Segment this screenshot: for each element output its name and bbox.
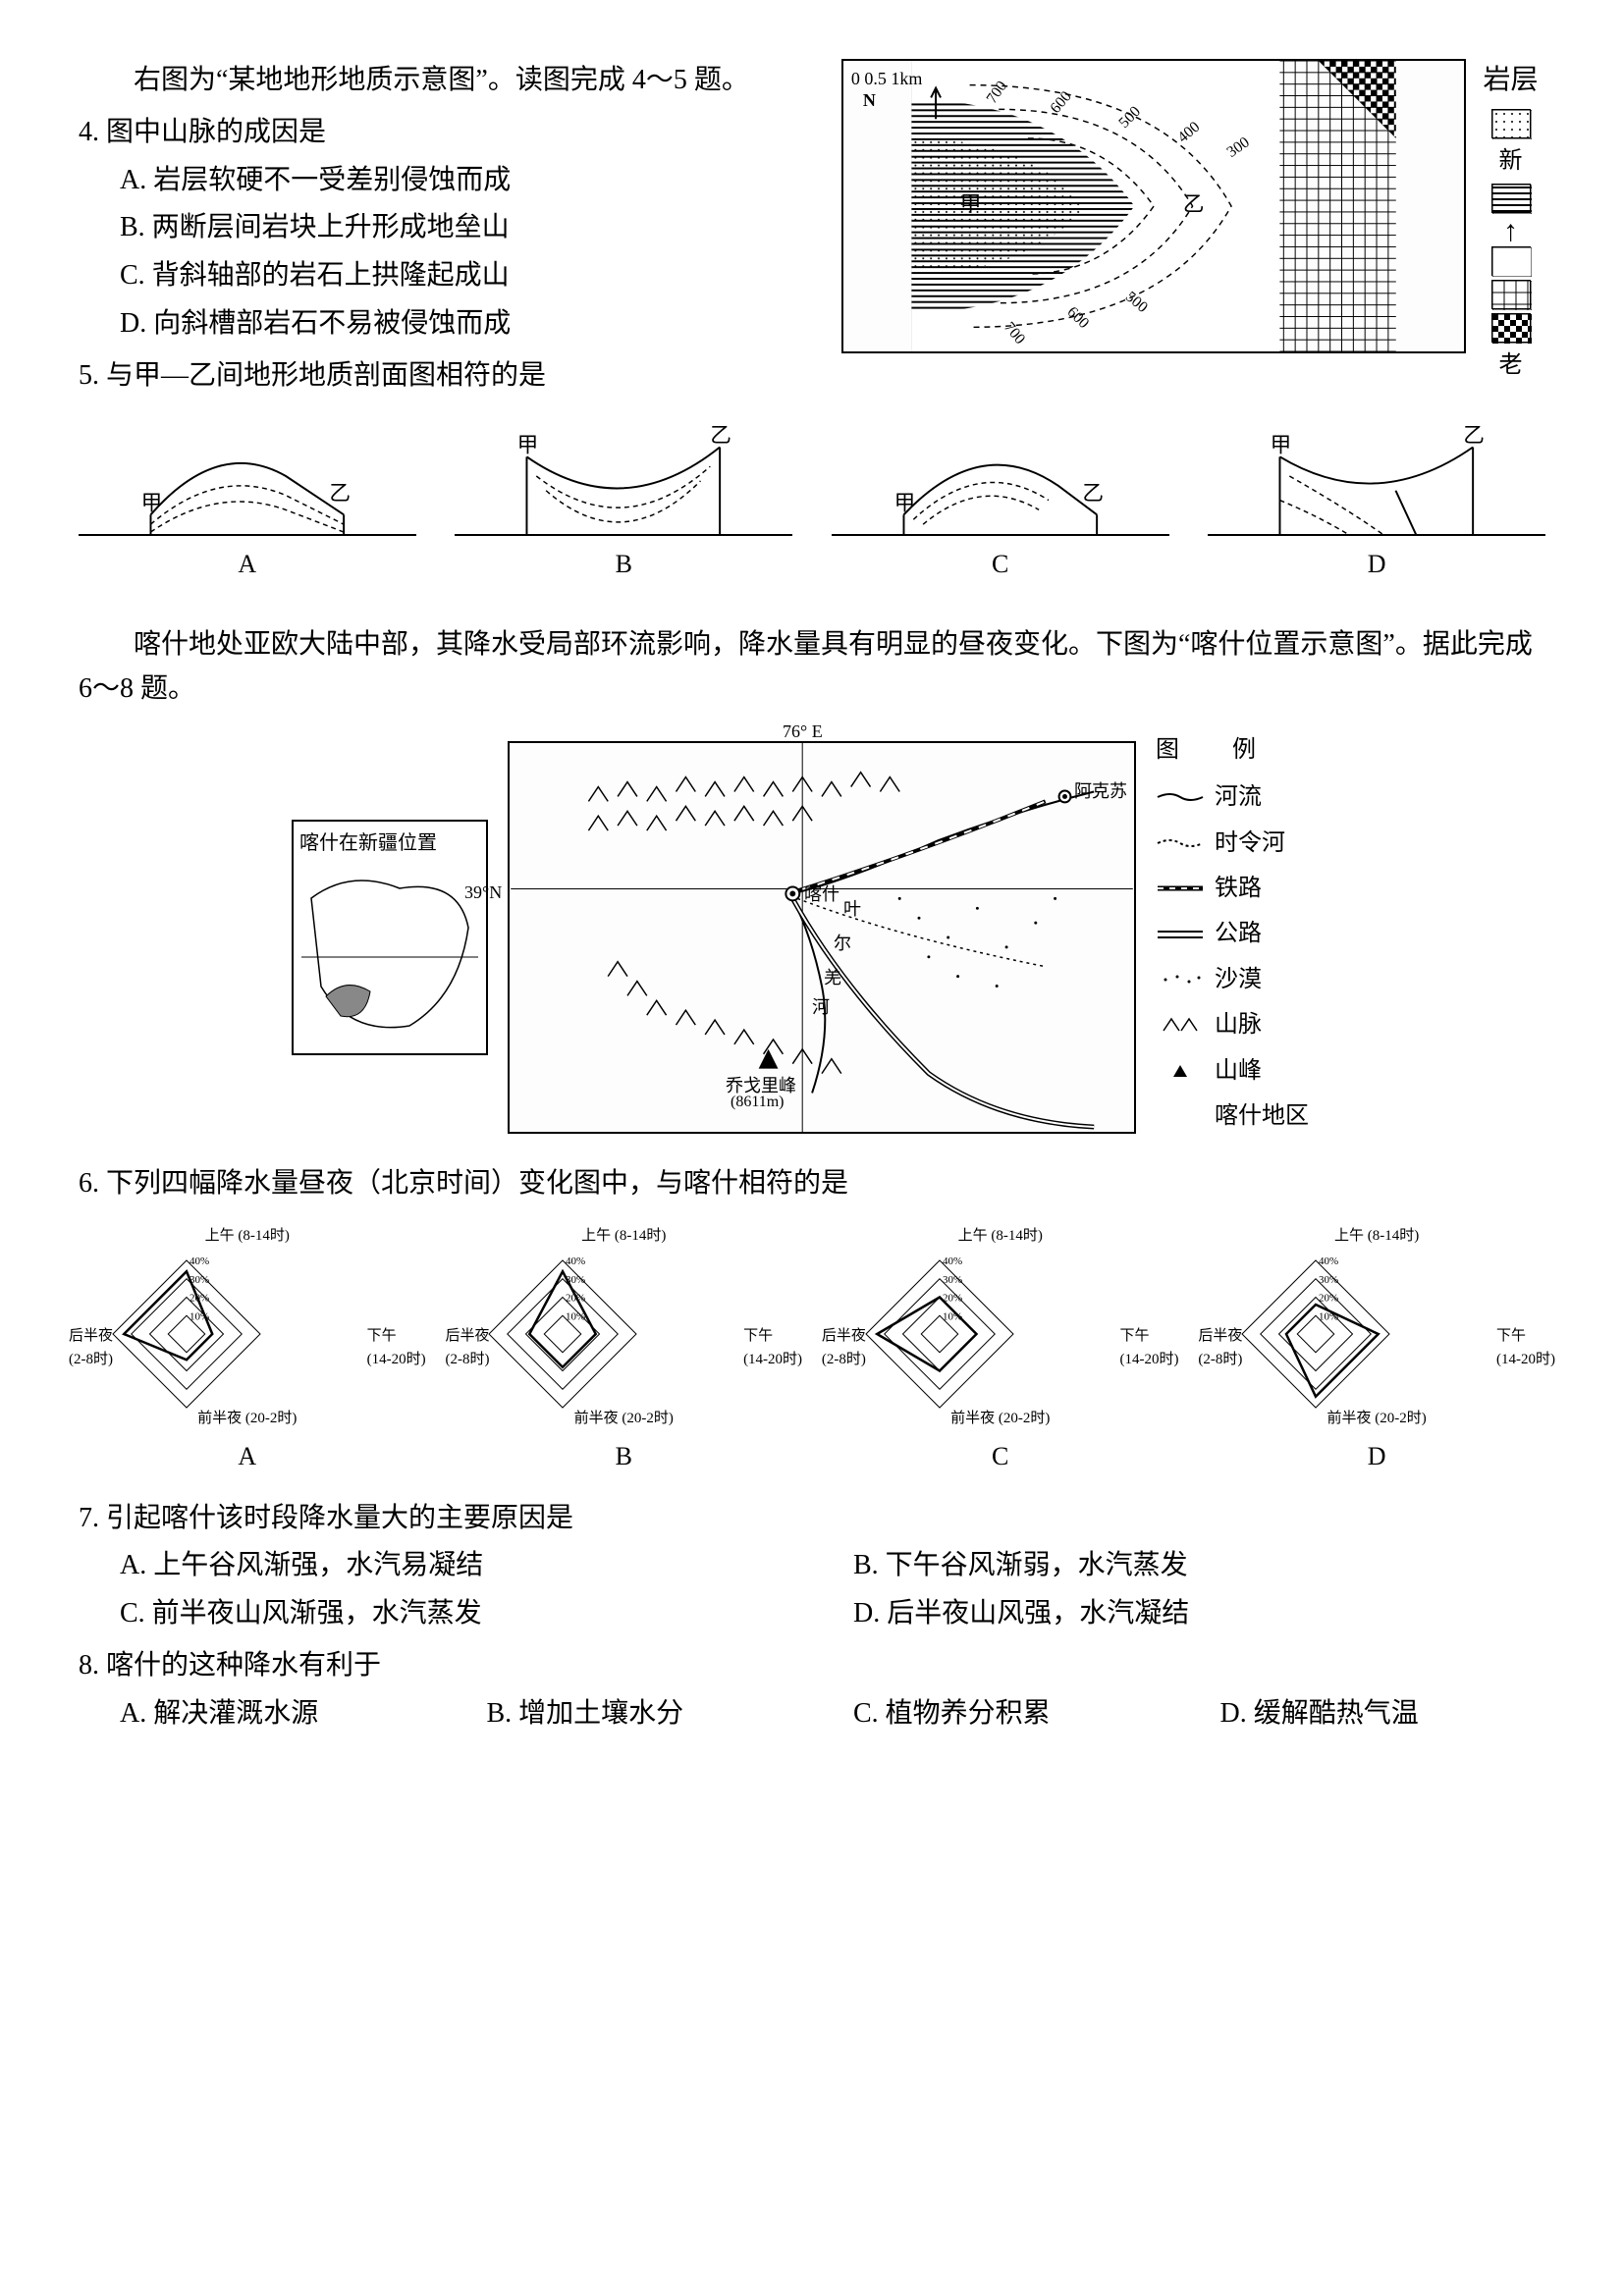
inset-map: 喀什在新疆位置: [292, 820, 488, 1055]
q7-option-d: D. 后半夜山风强，水汽凝结: [812, 1592, 1545, 1636]
q4-option-c: C. 背斜轴部的岩石上拱隆起成山: [79, 254, 832, 298]
radar-label-d: D: [1208, 1436, 1545, 1477]
section1-intro: 右图为“某地地形地质示意图”。读图完成 4～5 题。: [79, 59, 832, 103]
kashi-label: 喀什: [804, 881, 839, 909]
radar-c: 40%30%20%10%上午 (8-14时)下午(14-20时)前半夜 (20-…: [832, 1216, 1169, 1477]
section1-left: 右图为“某地地形地质示意图”。读图完成 4～5 题。 4. 图中山脉的成因是 A…: [79, 59, 841, 399]
radar-a: 40%30%20%10%上午 (8-14时)下午(14-20时)前半夜 (20-…: [79, 1216, 416, 1477]
q8-stem: 8. 喀什的这种降水有利于: [79, 1644, 1545, 1688]
q8-option-a: A. 解决灌溉水源: [79, 1692, 446, 1736]
q8-option-b: B. 增加土壤水分: [446, 1692, 813, 1736]
svg-text:40%: 40%: [943, 1255, 962, 1267]
legend-rail: 铁路: [1215, 870, 1262, 907]
q7-option-a: A. 上午谷风渐强，水汽易凝结: [79, 1544, 812, 1588]
q8-options: A. 解决灌溉水源 B. 增加土壤水分 C. 植物养分积累 D. 缓解酷热气温: [79, 1688, 1545, 1736]
svg-text:乙: 乙: [1183, 192, 1205, 216]
svg-text:40%: 40%: [189, 1255, 209, 1267]
legend-swatch-4: [1491, 280, 1531, 309]
svg-text:40%: 40%: [1319, 1255, 1338, 1267]
kashi-legend-title: 图 例: [1156, 731, 1332, 769]
svg-text:甲: 甲: [517, 433, 539, 456]
strata-legend: 岩层 新 ↑ 老: [1476, 59, 1545, 389]
radar-b: 40%30%20%10%上午 (8-14时)下午(14-20时)前半夜 (20-…: [455, 1216, 792, 1477]
q4-option-a: A. 岩层软硬不一受差别侵蚀而成: [79, 159, 832, 203]
cs-label-c: C: [832, 544, 1169, 585]
geology-map: 0 0.5 1km N 700: [841, 59, 1466, 353]
geology-svg: 700 600 500 400 300 700 600 500 甲 乙: [843, 61, 1464, 351]
q4-option-b: B. 两断层间岩块上升形成地垒山: [79, 206, 832, 250]
svg-text:乙: 乙: [711, 423, 732, 447]
legend-region: 喀什地区: [1215, 1097, 1309, 1135]
svg-text:40%: 40%: [566, 1255, 585, 1267]
svg-text:30%: 30%: [1319, 1274, 1338, 1286]
legend-river: 河流: [1215, 778, 1262, 816]
legend-swatch-1: [1491, 109, 1531, 138]
svg-text:30%: 30%: [943, 1274, 962, 1286]
cs-label-d: D: [1208, 544, 1545, 585]
q7-option-c: C. 前半夜山风渐强，水汽蒸发: [79, 1592, 812, 1636]
q5-stem: 5. 与甲—乙间地形地质剖面图相符的是: [79, 354, 832, 399]
cross-section-a: 甲 乙 A: [79, 418, 416, 585]
legend-peak: 山峰: [1215, 1052, 1262, 1090]
svg-text:甲: 甲: [141, 491, 163, 514]
radar-label-c: C: [832, 1436, 1169, 1477]
radar-row: 40%30%20%10%上午 (8-14时)下午(14-20时)前半夜 (20-…: [79, 1216, 1545, 1477]
section1-container: 右图为“某地地形地质示意图”。读图完成 4～5 题。 4. 图中山脉的成因是 A…: [79, 59, 1545, 399]
q4-stem: 4. 图中山脉的成因是: [79, 111, 832, 155]
q7-stem: 7. 引起喀什该时段降水量大的主要原因是: [79, 1497, 1545, 1541]
aksu-label: 阿克苏: [1074, 777, 1127, 806]
svg-text:甲: 甲: [894, 491, 916, 514]
legend-swatch-3: [1491, 246, 1531, 276]
svg-text:10%: 10%: [566, 1310, 585, 1322]
q8-option-d: D. 缓解酷热气温: [1179, 1692, 1546, 1736]
qiang-label: 羌: [824, 964, 841, 992]
inset-title: 喀什在新疆位置: [299, 832, 437, 854]
cs-label-a: A: [79, 544, 416, 585]
cross-sections-row: 甲 乙 A 甲 乙 B: [79, 418, 1545, 585]
svg-text:乙: 乙: [329, 481, 351, 505]
svg-text:乙: 乙: [1464, 423, 1486, 447]
north-arrow-label: N: [863, 86, 876, 115]
cross-section-b: 甲 乙 B: [455, 418, 792, 585]
legend-road: 公路: [1215, 915, 1262, 952]
kashi-main-map: 喀什 阿克苏 叶 尔 羌 河 乔戈里峰 (8611m): [508, 741, 1136, 1134]
svg-text:甲: 甲: [1271, 433, 1292, 456]
legend-seasonal: 时令河: [1215, 825, 1285, 862]
svg-text:20%: 20%: [1319, 1293, 1338, 1305]
peak-alt: (8611m): [731, 1090, 785, 1115]
section2-intro: 喀什地处亚欧大陆中部，其降水受局部环流影响，降水量具有明显的昼夜变化。下图为“喀…: [79, 623, 1545, 712]
kashi-legend: 图 例 河流 时令河 铁路 公路 沙漠 山脉 山峰 喀什地区: [1156, 731, 1332, 1144]
q7-options: A. 上午谷风渐强，水汽易凝结 B. 下午谷风渐弱，水汽蒸发 C. 前半夜山风渐…: [79, 1540, 1545, 1636]
cs-label-b: B: [455, 544, 792, 585]
ye-label: 叶: [843, 895, 861, 924]
strata-legend-title: 岩层: [1476, 59, 1545, 103]
q7-option-b: B. 下午谷风渐弱，水汽蒸发: [812, 1544, 1545, 1588]
latitude-label: 39°N: [464, 879, 502, 907]
radar-d: 40%30%20%10%上午 (8-14时)下午(14-20时)前半夜 (20-…: [1208, 1216, 1545, 1477]
q6-stem: 6. 下列四幅降水量昼夜（北京时间）变化图中，与喀什相符的是: [79, 1162, 1545, 1206]
svg-text:甲: 甲: [960, 192, 982, 216]
legend-desert: 沙漠: [1215, 961, 1262, 998]
radar-label-a: A: [79, 1436, 416, 1477]
kashi-map-container: 微信搜索小程序“学习知道” 第一时间获取资料 喀什在新疆位置 76° E 39°…: [79, 731, 1545, 1144]
q4-option-d: D. 向斜槽部岩石不易被侵蚀而成: [79, 302, 832, 347]
cross-section-c: 甲 乙 C: [832, 418, 1169, 585]
er-label: 尔: [834, 930, 851, 958]
he-label: 河: [812, 993, 830, 1022]
arrow-up-icon: ↑: [1476, 217, 1545, 246]
scale-label: 0 0.5 1km: [851, 65, 923, 93]
legend-new-label: 新: [1476, 142, 1545, 180]
legend-mountain: 山脉: [1215, 1006, 1262, 1043]
svg-text:10%: 10%: [1319, 1310, 1338, 1322]
q8-option-c: C. 植物养分积累: [812, 1692, 1179, 1736]
legend-old-label: 老: [1476, 347, 1545, 384]
radar-label-b: B: [455, 1436, 792, 1477]
section1-right: 0 0.5 1km N 700: [841, 59, 1545, 399]
svg-text:乙: 乙: [1082, 481, 1104, 505]
legend-swatch-2: [1491, 184, 1531, 213]
legend-swatch-5: [1491, 313, 1531, 343]
cross-section-d: 甲 乙 D: [1208, 418, 1545, 585]
